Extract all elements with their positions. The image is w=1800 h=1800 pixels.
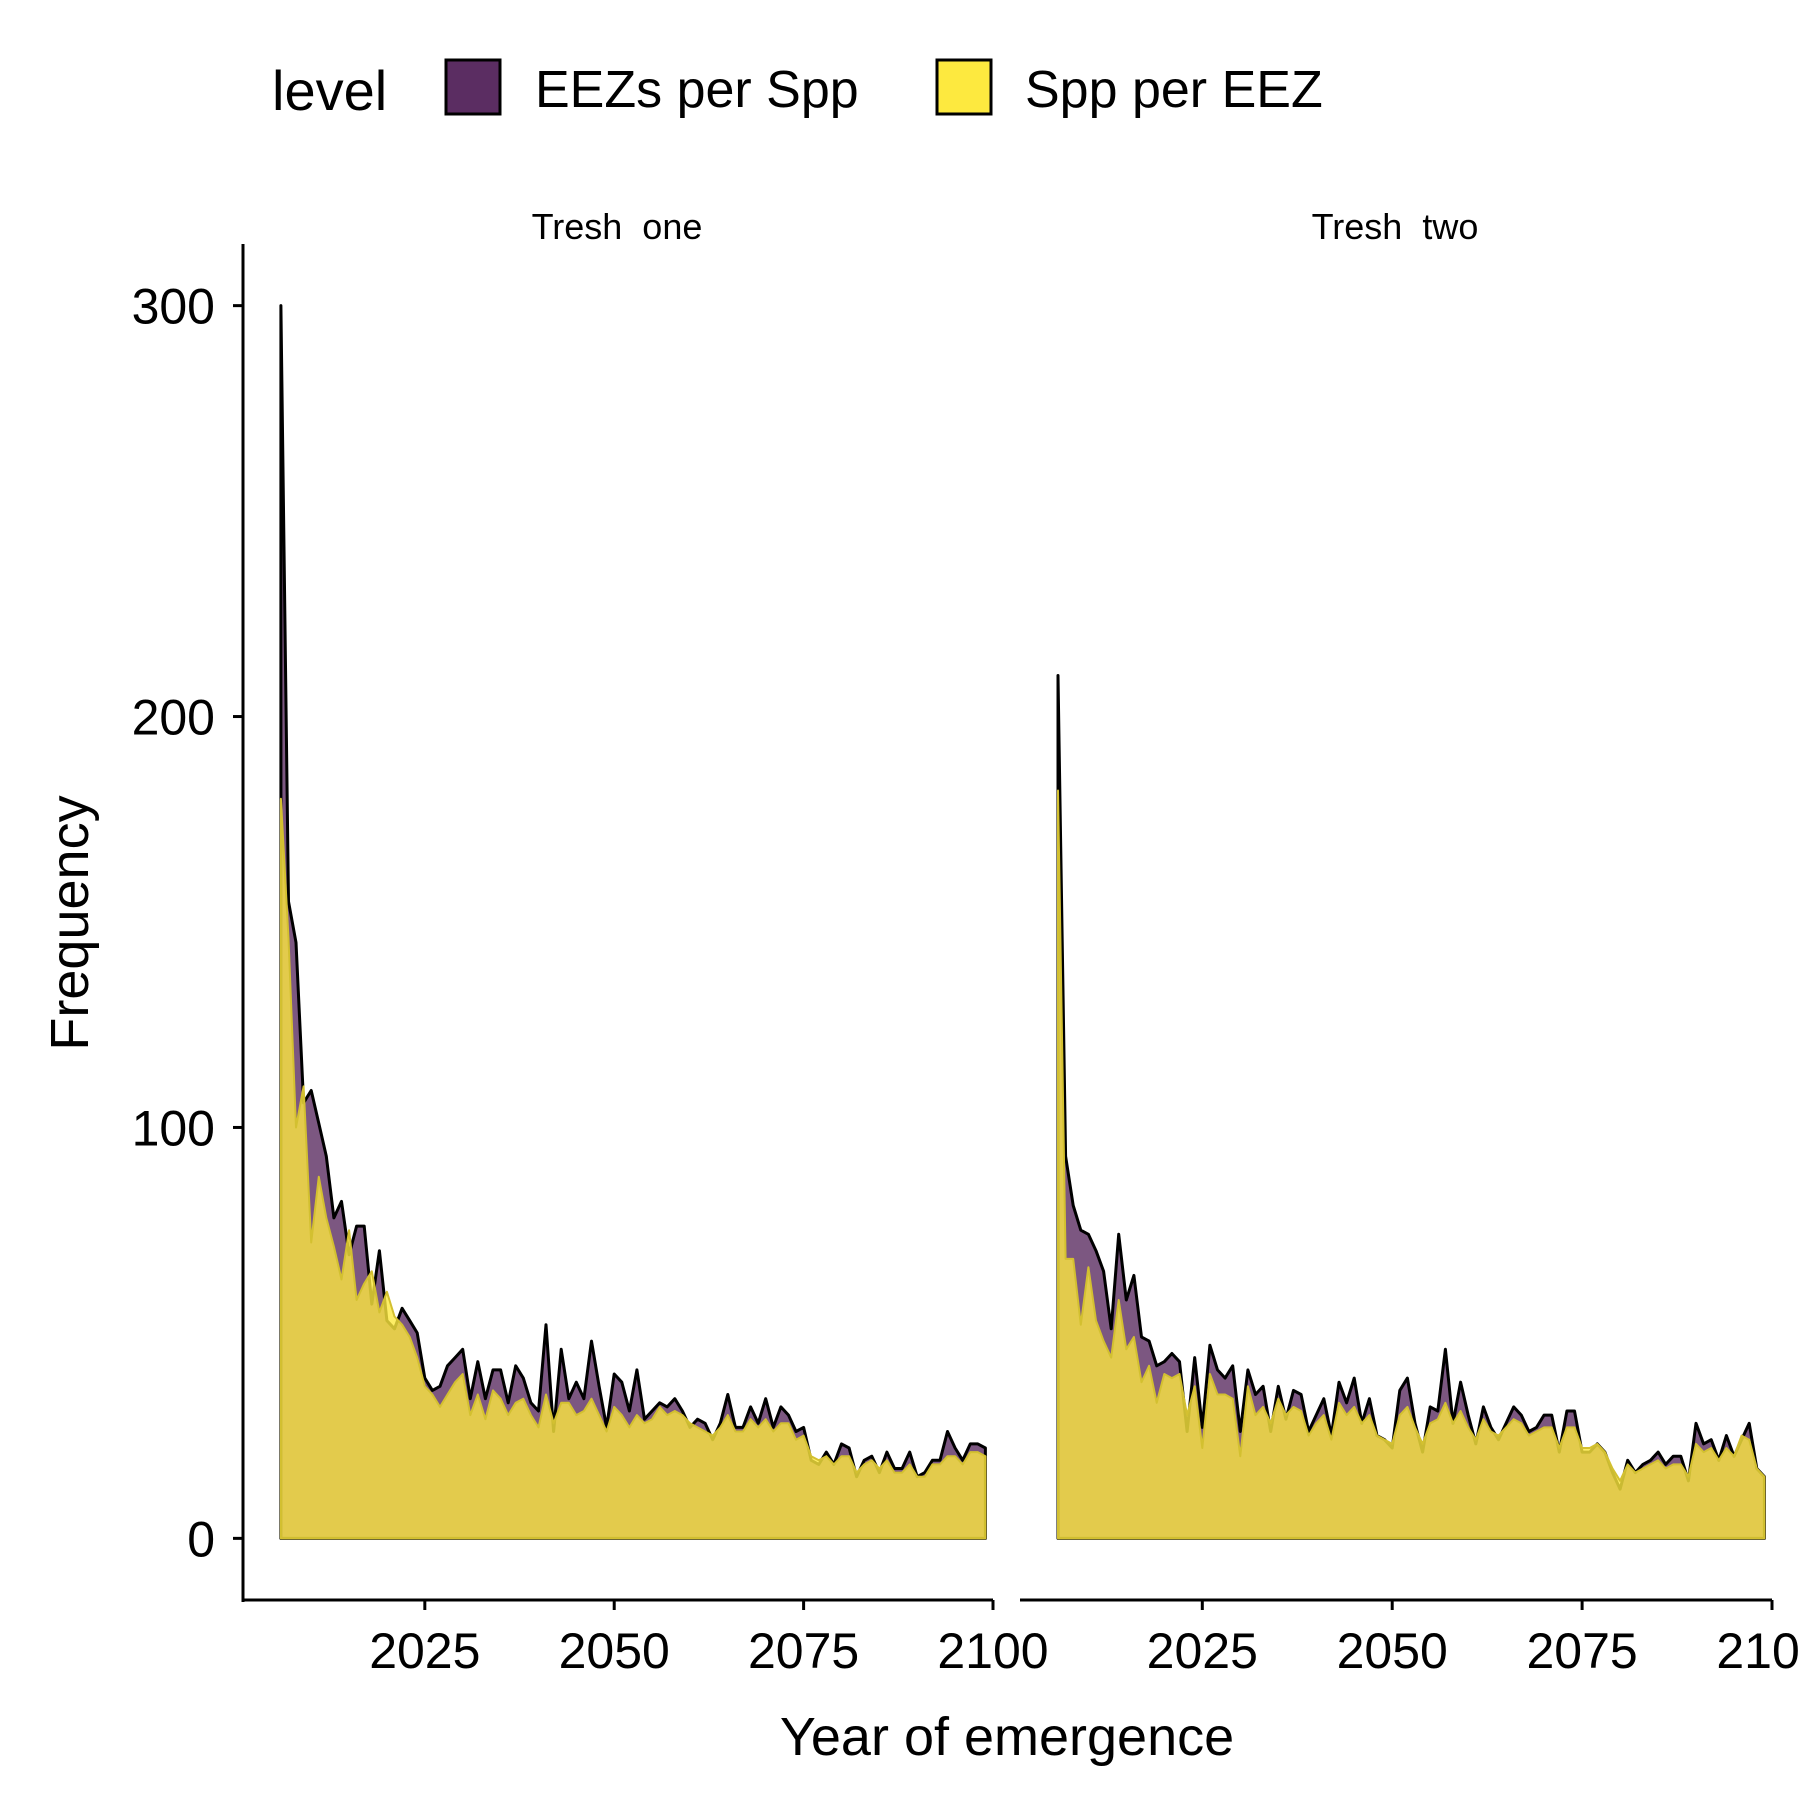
panel-strip-label: Tresh two — [1312, 206, 1479, 247]
y-tick-label: 300 — [132, 279, 215, 335]
y-tick-label: 100 — [132, 1100, 215, 1156]
legend-title: level — [272, 59, 387, 122]
legend-label-spp-per-eez: Spp per EEZ — [1025, 61, 1323, 119]
y-axis-title: Frequency — [40, 795, 100, 1050]
x-tick-label: 2050 — [1337, 1623, 1448, 1679]
x-tick-label: 2075 — [1526, 1623, 1637, 1679]
x-tick-label: 2100 — [937, 1623, 1048, 1679]
x-tick-label: 2025 — [369, 1623, 480, 1679]
x-tick-label: 2050 — [559, 1623, 670, 1679]
panel-strip-label: Tresh one — [532, 206, 703, 247]
y-tick-label: 200 — [132, 690, 215, 746]
panel-tresh-two: Tresh two 2025 2050 2075 2100 — [1020, 206, 1800, 1679]
y-tick-label: 0 — [187, 1511, 215, 1567]
legend: level EEZs per Spp Spp per EEZ — [272, 58, 1323, 122]
x-tick-label: 2025 — [1147, 1623, 1258, 1679]
legend-key-eezs-per-spp — [444, 58, 502, 116]
area-spp-per-eez — [279, 797, 987, 1540]
x-tick-label: 2075 — [748, 1623, 859, 1679]
area-spp-per-eez — [1057, 789, 1766, 1540]
x-tick-label: 2100 — [1716, 1623, 1800, 1679]
legend-key-spp-per-eez — [935, 58, 993, 116]
panel-tresh-one: Tresh one 2025 2050 2075 2100 0 100 200 300 — [132, 206, 1049, 1679]
x-axis-title: Year of emergence — [780, 1707, 1234, 1767]
legend-label-eezs-per-spp: EEZs per Spp — [535, 61, 859, 119]
